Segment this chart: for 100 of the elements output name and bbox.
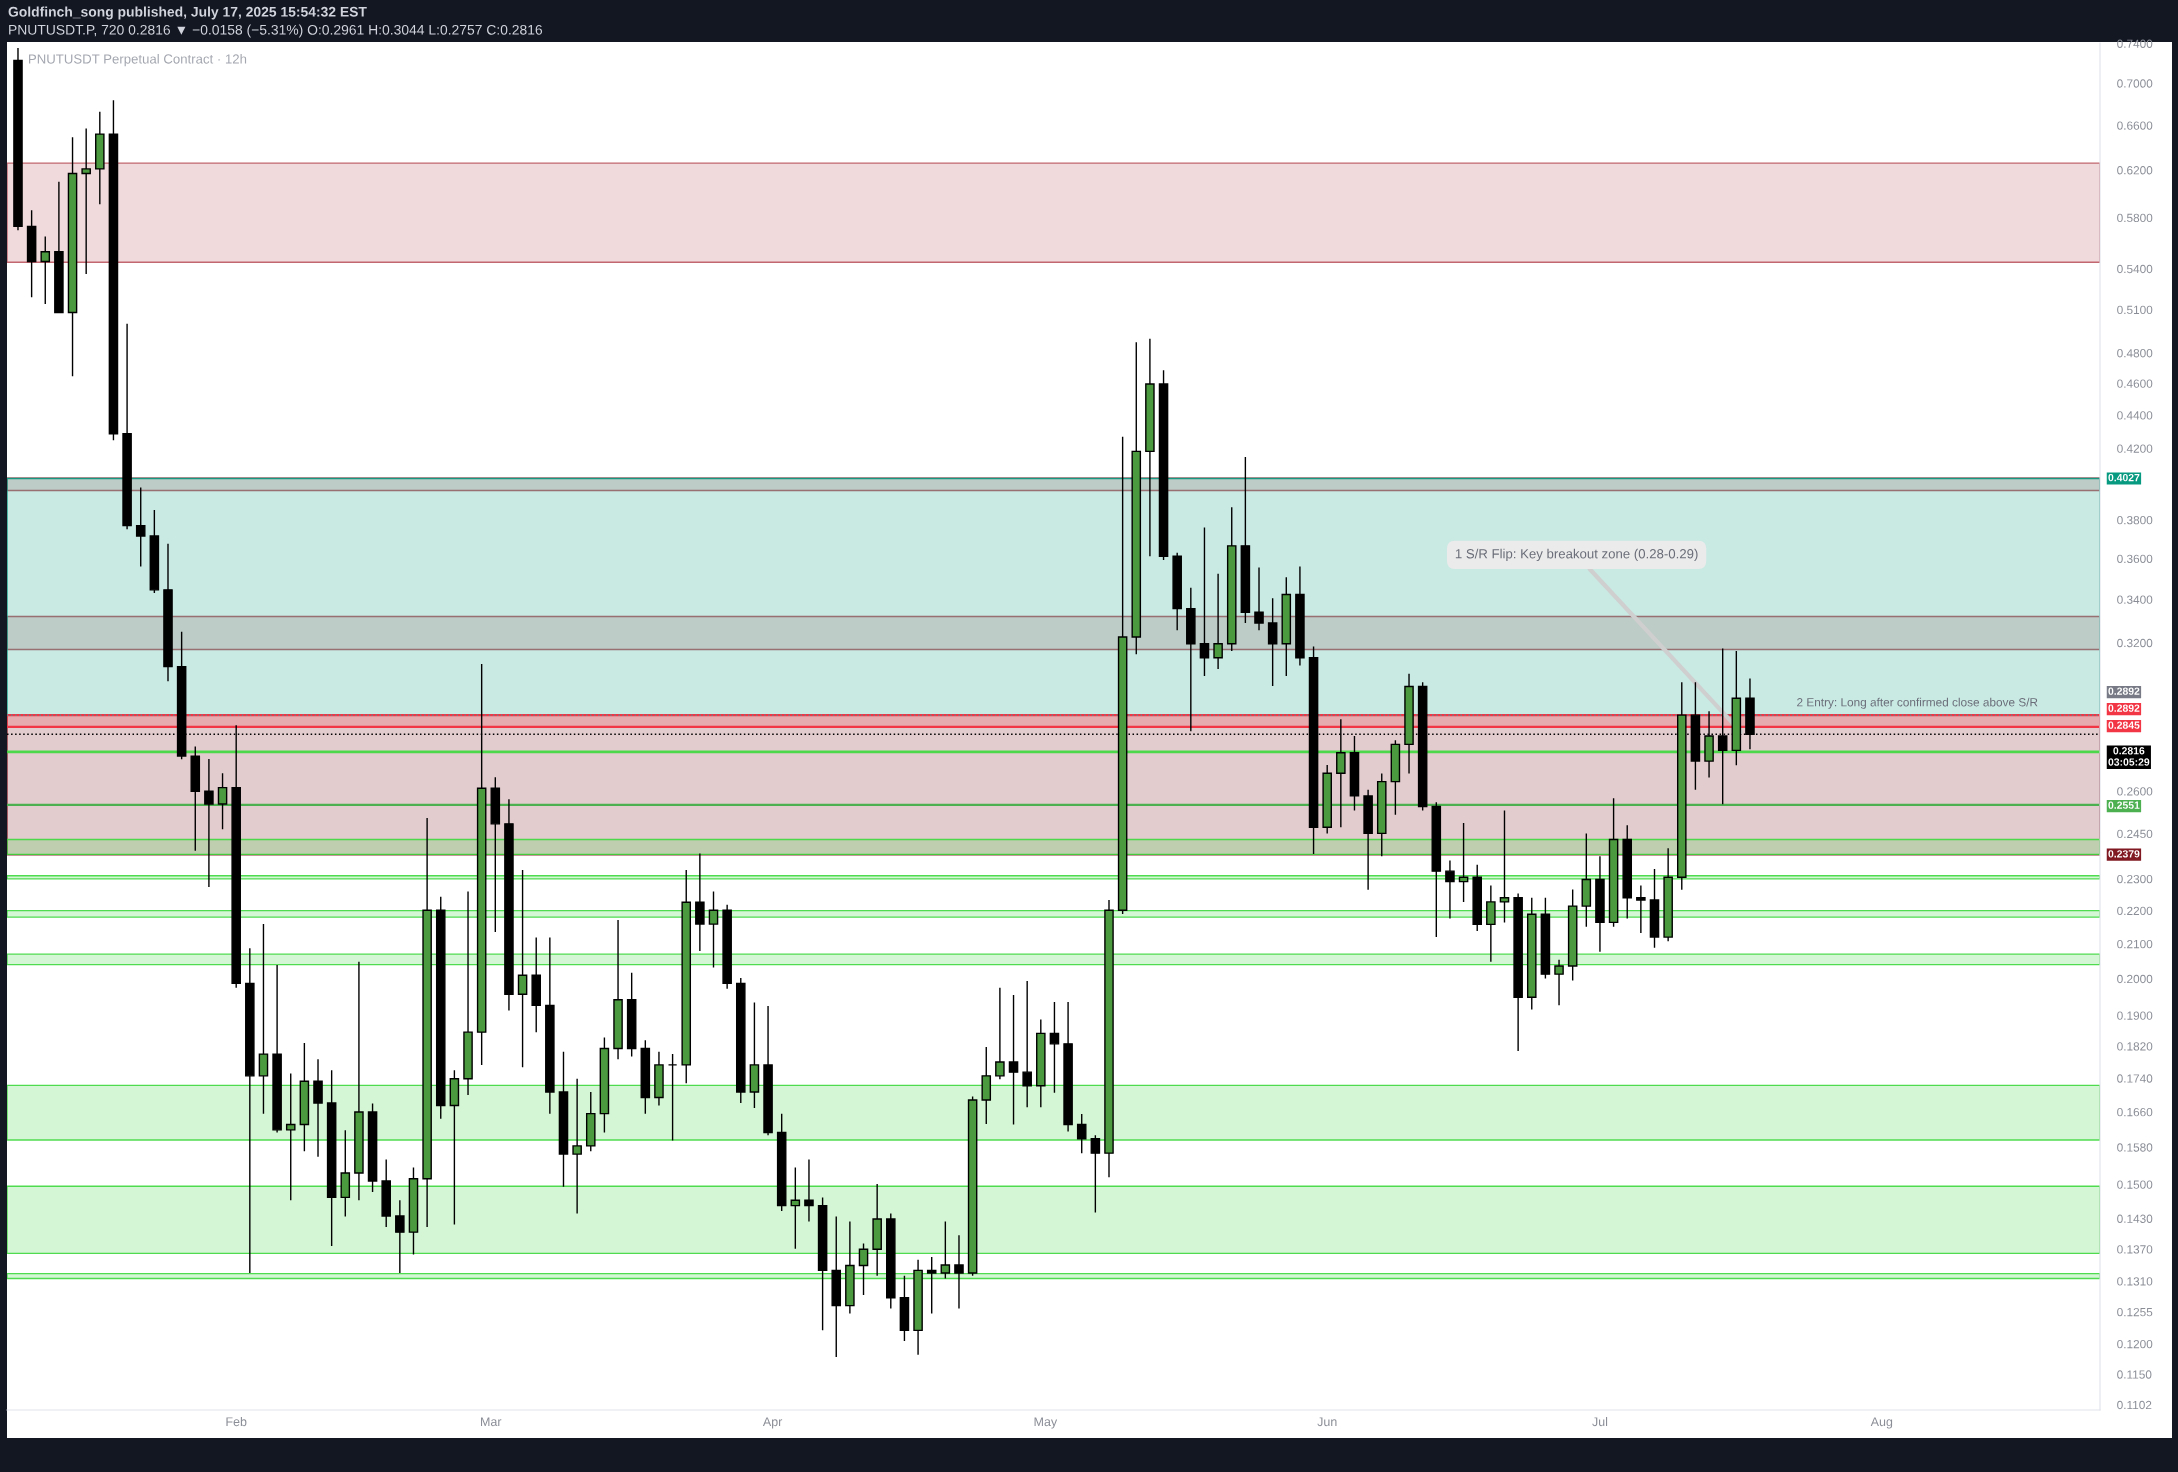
band-label: 0.2379 — [2108, 850, 2140, 858]
y-tick-label: 0.4800 — [2117, 349, 2153, 358]
x-tick-label: Mar — [481, 1417, 502, 1427]
y-tick-label: 0.4200 — [2117, 444, 2153, 453]
y-tick-label: 0.2100 — [2117, 939, 2153, 949]
annotation: 1 S/R Flip: Key breakout zone (0.28-0.29) — [1455, 548, 1698, 562]
candlestick — [1226, 506, 1237, 652]
candlestick — [1363, 789, 1373, 891]
ref-line-label: 0.2551 — [2108, 801, 2140, 809]
candlestick — [1022, 980, 1032, 1108]
candlestick — [776, 1112, 787, 1212]
candlestick — [1376, 772, 1387, 857]
annotation: 2 Entry: Long after confirmed close above S/R — [1797, 697, 2038, 709]
candlestick — [735, 977, 746, 1104]
y-tick-label: 0.3800 — [2117, 516, 2153, 525]
candlestick — [1199, 526, 1210, 677]
candlestick — [163, 542, 173, 683]
candlestick — [558, 1050, 569, 1188]
candlestick — [995, 987, 1005, 1080]
candlestick — [1295, 565, 1305, 667]
candlestick — [1486, 884, 1496, 963]
candlestick — [913, 1259, 923, 1356]
candlestick — [504, 798, 514, 1012]
candlestick — [26, 209, 37, 298]
y-tick-label: 0.6200 — [2117, 166, 2153, 175]
candlestick — [67, 136, 78, 377]
y-tick-label: 0.1310 — [2117, 1277, 2153, 1286]
candlestick — [790, 1166, 801, 1250]
y-tick-label: 0.7000 — [2117, 79, 2153, 88]
candlestick — [613, 919, 623, 1060]
candlestick — [1540, 897, 1551, 980]
y-tick-label: 0.3400 — [2117, 595, 2153, 604]
candlestick — [1036, 1018, 1046, 1108]
y-tick-label: 0.5800 — [2117, 213, 2153, 223]
candlestick — [449, 1069, 460, 1226]
candlestick — [204, 758, 214, 888]
candlestick — [940, 1220, 951, 1280]
y-tick-label: 0.1255 — [2117, 1307, 2153, 1317]
candlestick — [1063, 1001, 1073, 1133]
candlestick — [1554, 959, 1564, 1007]
candlestick — [626, 972, 637, 1058]
y-tick-label: 0.2200 — [2117, 906, 2153, 916]
x-tick-label: Apr — [762, 1417, 783, 1429]
candlestick — [926, 1256, 937, 1315]
y-tick-label: 0.6600 — [2117, 121, 2153, 130]
candlestick — [1663, 847, 1673, 942]
x-tick-label: Jun — [1317, 1417, 1337, 1427]
y-tick-label: 0.2600 — [2117, 787, 2153, 796]
candlestick — [135, 486, 146, 568]
candlestick — [572, 1078, 582, 1215]
candlestick — [354, 961, 364, 1201]
candlestick — [408, 1166, 419, 1256]
candlestick — [1649, 868, 1660, 949]
candlestick — [1131, 341, 1142, 655]
candlestick — [463, 890, 473, 1096]
candlestick — [217, 772, 228, 831]
candlestick — [190, 745, 201, 852]
band-label: 0.4027 — [2108, 473, 2140, 482]
candlestick — [1322, 764, 1332, 835]
y-tick-label: 0.1580 — [2117, 1143, 2153, 1152]
ref-line-label: 0.2892 — [2108, 687, 2140, 695]
candlestick — [1513, 892, 1523, 1052]
x-tick-label: May — [1034, 1417, 1058, 1429]
candlestick — [722, 904, 732, 990]
candlestick — [585, 1091, 596, 1153]
x-tick-label: Aug — [1870, 1417, 1893, 1429]
y-tick-label: 0.1820 — [2117, 1042, 2153, 1051]
annotation: PNUTUSDT Perpetual Contract · 12h — [29, 53, 247, 67]
candlestick — [967, 1095, 978, 1277]
candlestick — [1431, 801, 1442, 938]
candlestick — [367, 1102, 378, 1193]
candlestick — [108, 99, 119, 442]
candlestick — [1186, 587, 1196, 732]
candlestick — [858, 1242, 869, 1296]
candlestick — [667, 1053, 678, 1142]
candlestick — [1622, 824, 1633, 920]
y-tick-label: 0.1200 — [2117, 1339, 2153, 1349]
candlestick — [1104, 899, 1114, 1178]
y-tick-label: 0.1660 — [2117, 1107, 2153, 1117]
candlestick — [1458, 822, 1469, 903]
candlestick — [1158, 369, 1169, 561]
candlestick — [149, 509, 160, 594]
candlestick — [708, 890, 719, 969]
candlestick — [395, 1199, 405, 1274]
y-tick-label: 0.4400 — [2117, 411, 2153, 420]
candlestick — [381, 1158, 391, 1228]
y-tick-label: 0.2000 — [2117, 974, 2153, 984]
candlestick — [422, 817, 432, 1228]
y-tick-label: 0.1740 — [2117, 1074, 2153, 1083]
candlestick — [299, 1042, 310, 1153]
candlestick — [258, 923, 269, 1115]
candlestick — [1349, 735, 1360, 812]
candlestick — [1472, 864, 1483, 932]
candlestick — [1076, 1113, 1087, 1154]
ref-line-label: 0.2892 — [2108, 704, 2140, 712]
y-tick-label: 0.3200 — [2117, 638, 2153, 648]
x-tick-label: Feb — [226, 1416, 247, 1427]
candlestick — [872, 1183, 882, 1277]
candlestick — [272, 964, 282, 1134]
candlestick — [1526, 897, 1537, 1011]
